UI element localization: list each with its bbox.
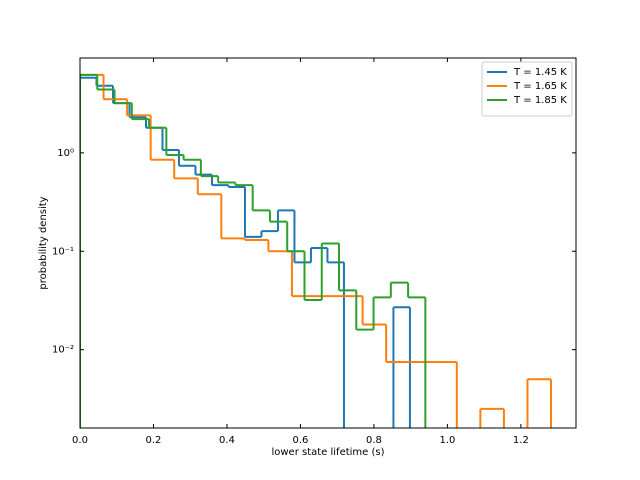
x-tick-label: 0.0: [72, 435, 88, 446]
plot-area: [80, 73, 553, 428]
legend-label: T = 1.85 K: [513, 95, 567, 106]
legend-label: T = 1.45 K: [513, 67, 567, 78]
x-tick-label: 0.8: [366, 435, 382, 446]
legend-box: [481, 61, 573, 117]
y-tick-label: 10⁰: [57, 148, 74, 159]
y-axis-label: probability density: [38, 196, 49, 289]
x-tick-label: 1.2: [513, 435, 529, 446]
y-tick-label: 10⁻²: [52, 345, 74, 356]
x-axis-label: lower state lifetime (s): [271, 447, 384, 458]
x-tick-label: 0.2: [146, 435, 162, 446]
x-tick-label: 0.6: [292, 435, 308, 446]
plot-frame: [79, 57, 577, 429]
x-tick-label: 1.0: [439, 435, 455, 446]
legend-label: T = 1.65 K: [513, 81, 567, 92]
y-tick-label: 10⁻¹: [52, 246, 74, 257]
x-tick-label: 0.4: [219, 435, 235, 446]
